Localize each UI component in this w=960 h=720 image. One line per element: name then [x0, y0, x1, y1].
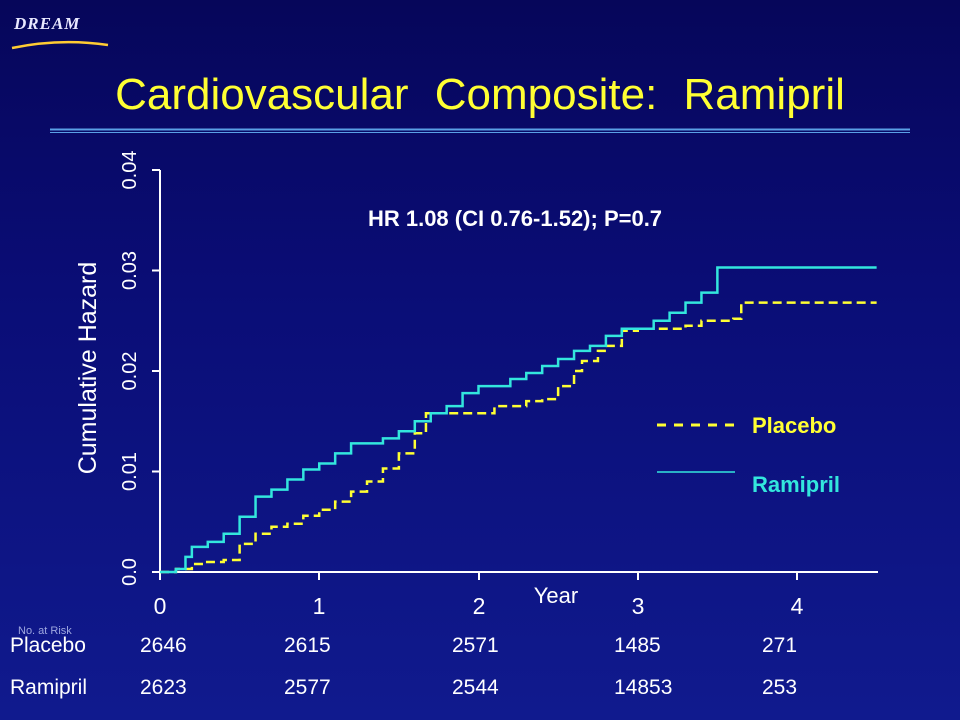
placebo-series-line	[160, 301, 877, 574]
y-tick-label: 0.01	[119, 452, 141, 491]
risk-cell: 2615	[284, 634, 331, 657]
y-tick-label: 0.03	[119, 251, 141, 290]
legend-ramipril-label: Ramipril	[752, 472, 840, 497]
x-tick-label: 4	[791, 593, 804, 619]
x-tick-label: 2	[473, 593, 486, 619]
risk-row-label-placebo: Placebo	[10, 634, 86, 657]
risk-cell: 2623	[140, 676, 187, 699]
slide-title: Cardiovascular Composite: Ramipril	[115, 70, 845, 119]
x-axis-label: Year	[534, 583, 578, 608]
risk-cell: 14853	[614, 676, 673, 699]
legend-placebo-label: Placebo	[752, 413, 836, 438]
x-tick-label: 0	[154, 593, 167, 619]
title-underline	[50, 128, 910, 133]
x-tick-label: 1	[313, 593, 326, 619]
y-tick-label: 0.02	[119, 352, 141, 391]
risk-cell: 271	[762, 634, 798, 657]
risk-cell: 2577	[284, 676, 331, 699]
risk-cell: 1485	[614, 634, 661, 657]
risk-row-label-ramipril: Ramipril	[10, 676, 88, 699]
ramipril-series-line	[160, 266, 877, 574]
risk-cell: 2571	[452, 634, 499, 657]
brand-swoosh	[11, 40, 109, 50]
y-axis-label: Cumulative Hazard	[74, 262, 102, 475]
hazard-ratio-annotation: HR 1.08 (CI 0.76-1.52); P=0.7	[368, 206, 662, 231]
brand-text: DREAM	[14, 14, 81, 33]
x-tick-label: 3	[632, 593, 645, 619]
y-tick-label: 0.04	[119, 151, 141, 190]
risk-cell: 2544	[452, 676, 499, 699]
y-tick-label: 0.0	[119, 558, 141, 586]
risk-cell: 2646	[140, 634, 187, 657]
risk-table-header: No. at Risk	[18, 625, 72, 637]
risk-cell: 253	[762, 676, 798, 699]
